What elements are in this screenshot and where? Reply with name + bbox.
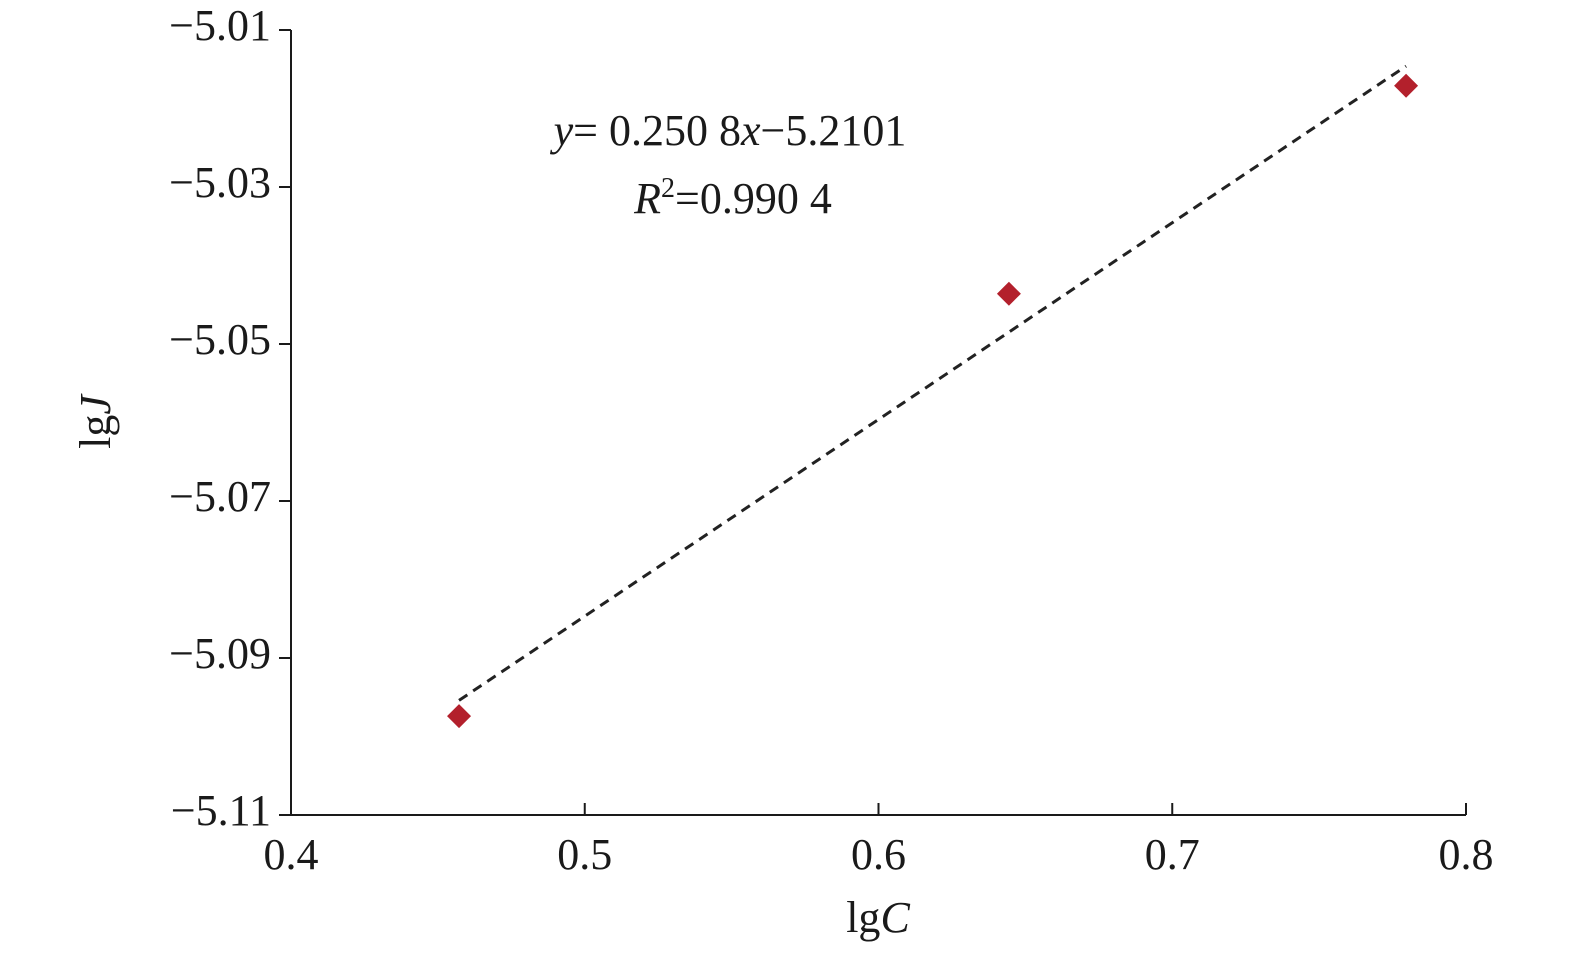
x-tick-label: 0.8: [1439, 830, 1494, 879]
r-squared-part: 2: [661, 173, 675, 204]
y-tick-label: −5.05: [169, 315, 271, 364]
point: [1394, 73, 1419, 98]
equation-part: x: [740, 106, 761, 155]
y-tick-label: −5.09: [169, 629, 271, 678]
equation-part: = 0.250 8: [573, 106, 741, 155]
x-axis-label-part: C: [880, 893, 910, 942]
y-axis-label-part: J: [71, 393, 120, 415]
equation: y= 0.250 8x−5.2101: [550, 106, 907, 155]
x-tick-label: 0.4: [264, 830, 319, 879]
point: [447, 704, 472, 729]
x-axis-label: lgC: [846, 893, 910, 942]
y-tick-label: −5.11: [171, 786, 271, 835]
x-axis-label-part: lg: [846, 893, 880, 942]
y-tick-label: −5.01: [169, 1, 271, 50]
r-squared-part: R: [633, 174, 661, 223]
x-tick-label: 0.6: [851, 830, 906, 879]
x-tick-label: 0.5: [557, 830, 612, 879]
r-squared: R2=0.990 4: [633, 173, 832, 223]
y-tick-label: −5.03: [169, 158, 271, 207]
trendline: [458, 64, 1407, 702]
y-axis-label-part: lg: [71, 415, 120, 449]
equation-part: y: [550, 106, 574, 155]
y-tick-label: −5.07: [169, 472, 271, 521]
point: [996, 281, 1021, 306]
equation-part: −5.2101: [761, 106, 907, 155]
x-tick-label: 0.7: [1145, 830, 1200, 879]
y-axis-label: lgJ: [71, 393, 120, 449]
r-squared-part: =0.990 4: [675, 174, 832, 223]
